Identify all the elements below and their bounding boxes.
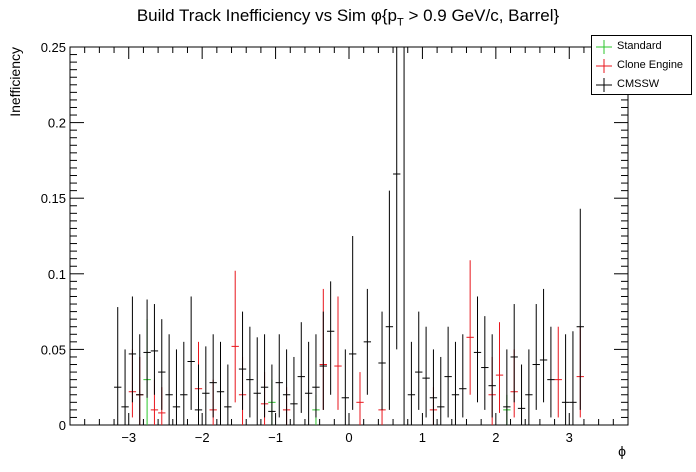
- data-point: [466, 260, 474, 395]
- data-point: [128, 296, 137, 403]
- data-point: [510, 304, 518, 403]
- data-point: [356, 372, 364, 425]
- x-tick-label: 3: [566, 430, 573, 445]
- legend-label: Clone Engine: [617, 59, 684, 71]
- y-tick-label: 0.15: [41, 191, 66, 206]
- data-point: [569, 331, 577, 425]
- data-point: [385, 190, 394, 410]
- legend-label: CMSSW: [617, 78, 660, 90]
- data-point: [459, 334, 467, 418]
- data-point: [231, 270, 239, 403]
- title-prefix: Build Track Inefficiency vs Sim φ{p: [136, 6, 397, 25]
- data-point: [172, 349, 181, 425]
- data-point: [202, 346, 210, 425]
- data-point: [400, 46, 408, 425]
- data-point: [194, 364, 203, 425]
- axis-frame: [69, 46, 629, 426]
- data-point: [319, 311, 327, 410]
- x-axis-label: ϕ: [618, 443, 626, 459]
- data-point: [539, 288, 548, 403]
- title-suffix: > 0.9 GeV/c, Barrel}: [403, 6, 560, 25]
- y-tick-label: 0: [59, 418, 66, 433]
- data-point: [136, 334, 144, 425]
- x-tick-label: −2: [195, 430, 210, 445]
- data-point: [532, 304, 540, 410]
- y-tick-label: 0.2: [48, 116, 66, 131]
- data-point: [473, 296, 482, 403]
- data-point: [547, 326, 555, 418]
- data-point: [246, 326, 254, 418]
- series-cmssw: [114, 46, 584, 425]
- data-point: [495, 322, 504, 413]
- data-point: [554, 326, 562, 418]
- data-point: [341, 349, 349, 425]
- data-point: [415, 311, 423, 410]
- data-point: [393, 47, 401, 350]
- data-point: [576, 208, 584, 410]
- data-point: [187, 296, 195, 410]
- data-point: [165, 334, 173, 425]
- legend-entry: Clone Engine: [592, 57, 691, 75]
- data-point: [312, 334, 320, 418]
- data-point: [517, 364, 526, 425]
- x-tick-label: −1: [268, 430, 283, 445]
- data-point: [275, 334, 283, 418]
- data-point: [282, 349, 291, 425]
- data-point: [180, 341, 188, 425]
- data-point: [561, 334, 570, 425]
- data-point: [297, 322, 305, 413]
- data-point: [253, 337, 261, 425]
- data-point: [209, 334, 217, 418]
- legend-marker: [596, 59, 612, 73]
- y-tick-label: 0.25: [41, 40, 66, 55]
- data-point: [488, 334, 496, 418]
- x-tick-label: −3: [121, 430, 136, 445]
- y-axis-label: Inefficiency: [7, 47, 23, 117]
- plot-frame: [69, 46, 629, 426]
- x-tick-label: 0: [345, 430, 352, 445]
- data-point: [481, 316, 489, 410]
- data-point: [503, 349, 511, 425]
- data-marks: [114, 46, 584, 425]
- data-point: [349, 236, 357, 410]
- data-point: [444, 326, 452, 418]
- data-point: [121, 349, 129, 425]
- data-point: [268, 364, 276, 425]
- data-point: [238, 311, 247, 410]
- data-point: [525, 349, 533, 425]
- legend-entry: CMSSW: [592, 76, 691, 94]
- legend-label: Standard: [617, 40, 662, 52]
- x-tick-label: 2: [492, 430, 499, 445]
- data-point: [290, 356, 298, 425]
- data-point: [158, 319, 166, 410]
- y-tick-label: 0.05: [41, 342, 66, 357]
- data-point: [363, 288, 372, 395]
- data-point: [334, 296, 342, 410]
- axis-ticks: −3 −2 −1 0 1 2 3 0 0.05 0.1 0.15 0.2 0.25: [41, 40, 629, 445]
- series-clone-engine: [128, 260, 584, 425]
- x-tick-label: 1: [419, 430, 426, 445]
- data-point: [422, 326, 430, 418]
- data-point: [304, 341, 313, 425]
- data-point: [437, 356, 445, 425]
- legend-marker: [596, 40, 612, 54]
- data-point: [378, 311, 386, 410]
- data-point: [143, 299, 151, 398]
- legend-entry: Standard: [592, 38, 691, 56]
- title-subscript: T: [396, 16, 404, 29]
- data-point: [216, 341, 225, 425]
- data-point: [260, 334, 269, 418]
- data-point: [114, 307, 122, 425]
- legend: Standard Clone Engine CMSSW: [591, 35, 692, 95]
- data-point: [326, 281, 335, 395]
- data-point: [429, 349, 438, 425]
- data-point: [150, 304, 159, 395]
- data-point: [224, 364, 232, 425]
- chart-title: Build Track Inefficiency vs Sim φ{pT > 0…: [0, 6, 696, 28]
- legend-marker: [596, 78, 612, 92]
- y-tick-label: 0.1: [48, 267, 66, 282]
- data-point: [407, 341, 416, 425]
- data-point: [451, 341, 460, 425]
